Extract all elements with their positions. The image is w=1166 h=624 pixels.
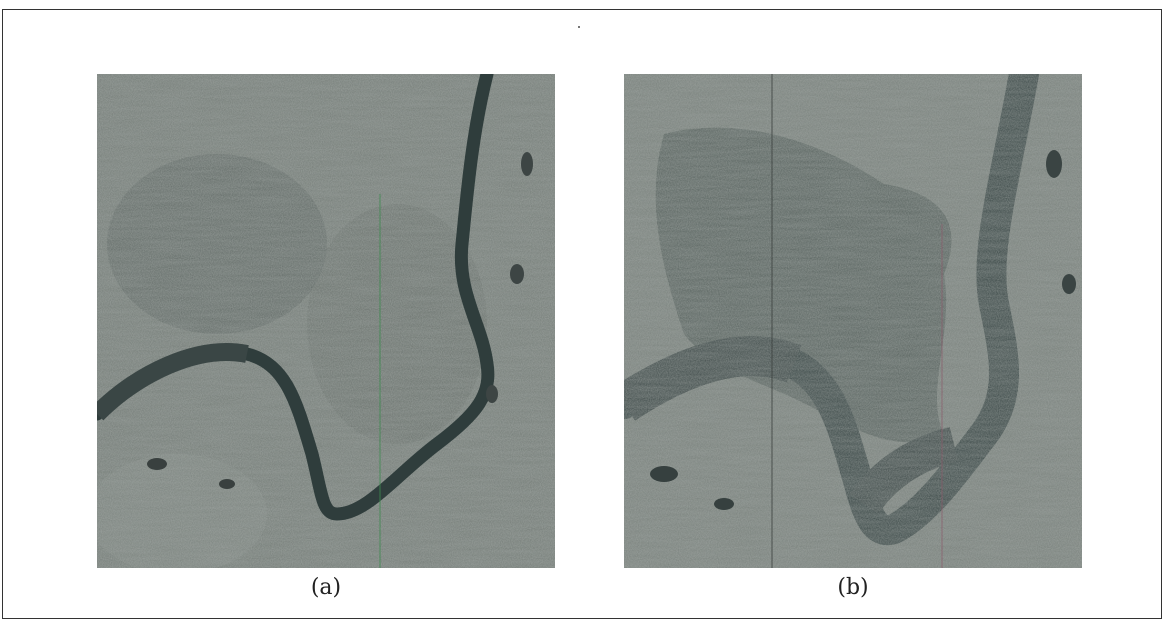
caption-b: (b) xyxy=(837,575,869,600)
scan-speck xyxy=(578,26,580,28)
sar-image-b-svg xyxy=(624,74,1082,568)
sar-image-b xyxy=(624,74,1082,568)
sar-image-a-svg xyxy=(97,74,555,568)
sar-image-a xyxy=(97,74,555,568)
caption-a: (a) xyxy=(310,575,342,600)
